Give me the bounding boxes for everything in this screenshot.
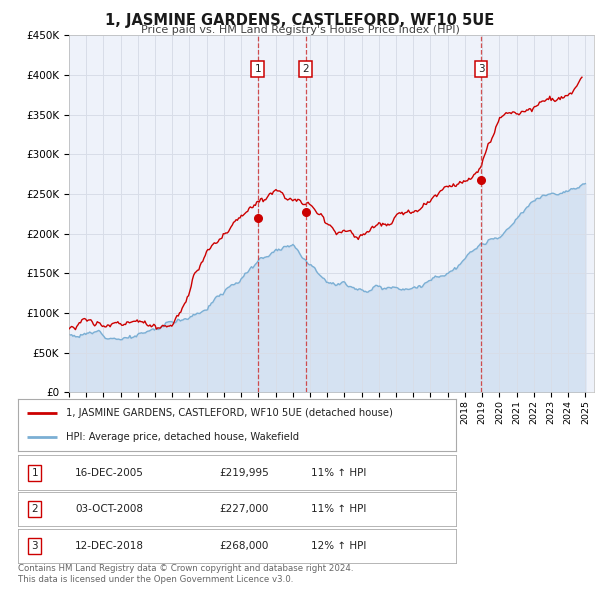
Text: This data is licensed under the Open Government Licence v3.0.: This data is licensed under the Open Gov… xyxy=(18,575,293,584)
Text: 1, JASMINE GARDENS, CASTLEFORD, WF10 5UE (detached house): 1, JASMINE GARDENS, CASTLEFORD, WF10 5UE… xyxy=(66,408,393,418)
Text: 1, JASMINE GARDENS, CASTLEFORD, WF10 5UE: 1, JASMINE GARDENS, CASTLEFORD, WF10 5UE xyxy=(106,13,494,28)
Text: £219,995: £219,995 xyxy=(220,468,269,477)
Text: 16-DEC-2005: 16-DEC-2005 xyxy=(75,468,144,477)
Text: £227,000: £227,000 xyxy=(220,504,269,514)
Text: Price paid vs. HM Land Registry's House Price Index (HPI): Price paid vs. HM Land Registry's House … xyxy=(140,25,460,35)
Text: 3: 3 xyxy=(478,64,485,74)
Text: 11% ↑ HPI: 11% ↑ HPI xyxy=(311,468,367,477)
Text: 2: 2 xyxy=(302,64,309,74)
Text: 3: 3 xyxy=(31,541,38,550)
Text: 12-DEC-2018: 12-DEC-2018 xyxy=(75,541,144,550)
Text: 11% ↑ HPI: 11% ↑ HPI xyxy=(311,504,367,514)
Text: 12% ↑ HPI: 12% ↑ HPI xyxy=(311,541,367,550)
Text: 2: 2 xyxy=(31,504,38,514)
Text: 1: 1 xyxy=(254,64,261,74)
Text: 03-OCT-2008: 03-OCT-2008 xyxy=(75,504,143,514)
Text: £268,000: £268,000 xyxy=(220,541,269,550)
Text: Contains HM Land Registry data © Crown copyright and database right 2024.: Contains HM Land Registry data © Crown c… xyxy=(18,565,353,573)
Text: HPI: Average price, detached house, Wakefield: HPI: Average price, detached house, Wake… xyxy=(66,432,299,442)
Text: 1: 1 xyxy=(31,468,38,477)
